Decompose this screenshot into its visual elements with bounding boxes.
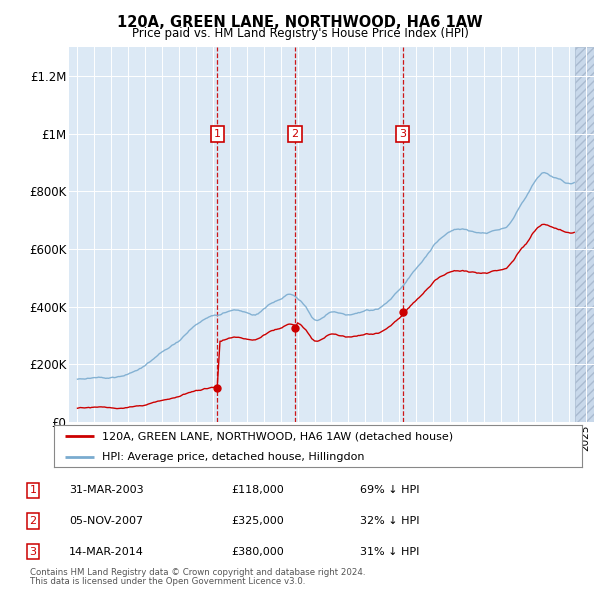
Bar: [575, 47, 594, 422]
Text: 120A, GREEN LANE, NORTHWOOD, HA6 1AW (detached house): 120A, GREEN LANE, NORTHWOOD, HA6 1AW (de…: [101, 431, 452, 441]
Text: 2: 2: [292, 129, 299, 139]
Text: 14-MAR-2014: 14-MAR-2014: [69, 547, 144, 556]
Text: Contains HM Land Registry data © Crown copyright and database right 2024.: Contains HM Land Registry data © Crown c…: [30, 568, 365, 576]
Text: HPI: Average price, detached house, Hillingdon: HPI: Average price, detached house, Hill…: [101, 452, 364, 461]
Text: 2: 2: [29, 516, 37, 526]
Text: 69% ↓ HPI: 69% ↓ HPI: [360, 486, 419, 495]
Text: 1: 1: [214, 129, 221, 139]
Text: 32% ↓ HPI: 32% ↓ HPI: [360, 516, 419, 526]
Text: 05-NOV-2007: 05-NOV-2007: [69, 516, 143, 526]
Text: This data is licensed under the Open Government Licence v3.0.: This data is licensed under the Open Gov…: [30, 577, 305, 586]
Text: 3: 3: [29, 547, 37, 556]
Text: £380,000: £380,000: [231, 547, 284, 556]
Text: 3: 3: [399, 129, 406, 139]
Text: £325,000: £325,000: [231, 516, 284, 526]
Text: £118,000: £118,000: [231, 486, 284, 495]
Text: 120A, GREEN LANE, NORTHWOOD, HA6 1AW: 120A, GREEN LANE, NORTHWOOD, HA6 1AW: [117, 15, 483, 30]
Text: 1: 1: [29, 486, 37, 495]
Text: 31% ↓ HPI: 31% ↓ HPI: [360, 547, 419, 556]
Text: Price paid vs. HM Land Registry's House Price Index (HPI): Price paid vs. HM Land Registry's House …: [131, 27, 469, 40]
Text: 31-MAR-2003: 31-MAR-2003: [69, 486, 143, 495]
